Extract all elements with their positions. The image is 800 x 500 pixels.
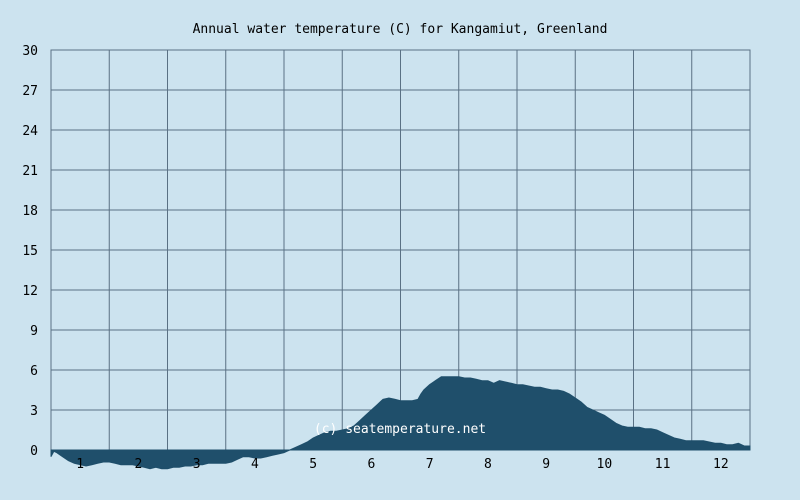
y-tick-label: 6 — [30, 364, 38, 379]
y-tick-label: 15 — [22, 244, 38, 259]
y-tick-label: 24 — [22, 124, 38, 139]
x-tick-label: 9 — [542, 457, 550, 472]
area-layer — [50, 376, 751, 470]
x-tick-label: 8 — [484, 457, 492, 472]
x-tick-label: 12 — [713, 457, 729, 472]
chart-title: Annual water temperature (C) for Kangami… — [193, 22, 608, 37]
y-tick-label: 21 — [22, 164, 38, 179]
x-tick-label: 7 — [426, 457, 434, 472]
y-tick-label: 3 — [30, 404, 38, 419]
y-tick-label: 0 — [30, 444, 38, 459]
series-area — [50, 376, 751, 470]
x-tick-label: 11 — [655, 457, 671, 472]
plot-grid — [50, 49, 751, 451]
y-tick-label: 9 — [30, 324, 38, 339]
x-tick-label: 5 — [309, 457, 317, 472]
x-tick-label: 4 — [251, 457, 259, 472]
x-tick-label: 2 — [134, 457, 142, 472]
y-tick-label: 27 — [22, 84, 38, 99]
y-axis-ticks: 0 3 6 9 12 15 18 21 24 27 30 — [22, 44, 38, 459]
y-tick-label: 30 — [22, 44, 38, 59]
y-tick-label: 12 — [22, 284, 38, 299]
x-tick-label: 3 — [193, 457, 201, 472]
watermark: (c) seatemperature.net — [314, 422, 486, 437]
x-tick-label: 10 — [597, 457, 613, 472]
y-tick-label: 18 — [22, 204, 38, 219]
x-axis-ticks: 1 2 3 4 5 6 7 8 9 10 11 12 — [76, 457, 728, 472]
x-tick-label: 1 — [76, 457, 84, 472]
x-tick-label: 6 — [367, 457, 375, 472]
